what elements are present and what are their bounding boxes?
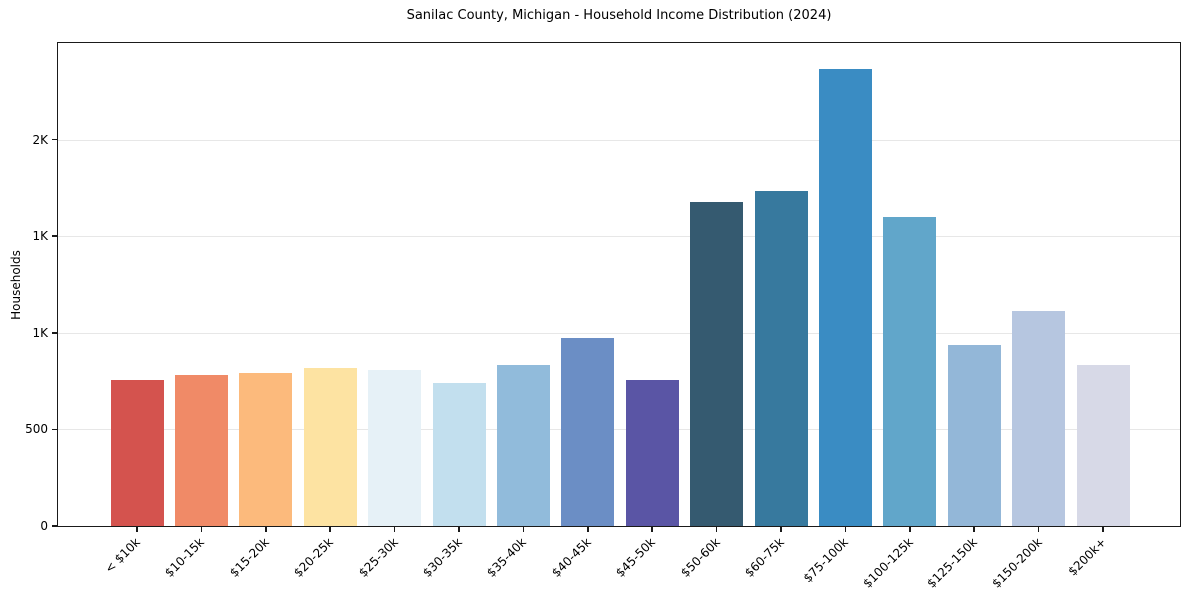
- plot-area: [58, 43, 1180, 526]
- y-tick-mark: [52, 235, 57, 237]
- bar-$100-125k: [883, 216, 937, 526]
- gridline: [58, 236, 1180, 238]
- x-tick-mark: [780, 527, 782, 532]
- x-tick-mark: [522, 527, 525, 532]
- bar-$45-50k: [625, 380, 679, 526]
- gridline: [58, 139, 1180, 141]
- y-tick-mark: [52, 138, 57, 141]
- y-tick-label: 2K: [32, 132, 48, 147]
- bar-$30-35k: [432, 383, 486, 526]
- x-tick-mark: [587, 527, 589, 532]
- bar-$15-20k: [239, 373, 293, 526]
- y-tick-label: 1K: [32, 325, 48, 340]
- bar-< $10k: [110, 380, 164, 526]
- bar-$35-40k: [496, 364, 550, 526]
- bar-$150-200k: [1012, 310, 1066, 526]
- bar-$20-25k: [303, 367, 357, 526]
- bar-$200k+: [1076, 364, 1130, 526]
- gridline: [58, 332, 1180, 334]
- x-tick-mark: [909, 527, 911, 532]
- chart-title: Sanilac County, Michigan - Household Inc…: [406, 8, 832, 23]
- bar-$50-60k: [690, 202, 744, 526]
- x-tick-mark: [200, 527, 203, 532]
- x-tick-mark: [1102, 527, 1104, 532]
- x-tick-mark: [973, 527, 975, 532]
- y-tick-label: 1K: [32, 229, 48, 244]
- bar-$25-30k: [368, 369, 422, 526]
- y-axis-label: Households: [9, 250, 23, 320]
- x-tick-mark: [844, 527, 847, 532]
- bar-$125-150k: [947, 345, 1001, 526]
- y-tick-label: 0: [40, 519, 48, 533]
- x-tick-mark: [1037, 527, 1040, 532]
- x-tick-mark: [393, 527, 396, 532]
- bar-$10-15k: [174, 375, 228, 526]
- x-tick-mark: [329, 527, 331, 532]
- y-tick-mark: [52, 332, 57, 334]
- y-tick-label: 500: [25, 422, 48, 437]
- x-tick-mark: [715, 527, 718, 532]
- bar-$40-45k: [561, 337, 615, 526]
- y-tick-mark: [52, 525, 57, 527]
- x-tick-mark: [651, 527, 653, 532]
- x-tick-mark: [265, 527, 267, 532]
- bar-$75-100k: [818, 69, 872, 526]
- bar-$60-75k: [754, 190, 808, 526]
- x-tick-mark: [136, 527, 138, 532]
- x-tick-mark: [458, 527, 460, 532]
- gridline: [58, 429, 1180, 431]
- x-tick-label: < $10k: [102, 535, 143, 576]
- y-tick-mark: [52, 428, 57, 431]
